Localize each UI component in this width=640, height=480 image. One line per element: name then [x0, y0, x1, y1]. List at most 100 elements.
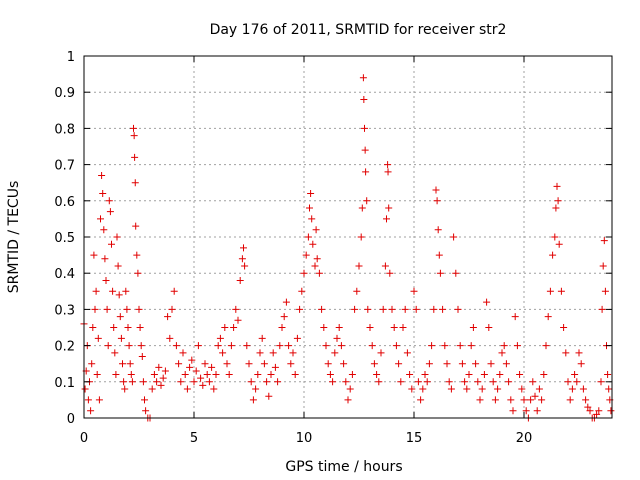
data-point	[584, 403, 592, 411]
data-point	[298, 287, 306, 295]
data-point	[306, 204, 313, 212]
data-point	[84, 396, 92, 404]
data-point	[489, 378, 497, 386]
data-point	[485, 324, 493, 331]
data-point	[360, 95, 368, 103]
data-point	[368, 342, 376, 350]
data-point	[232, 305, 240, 313]
data-point	[375, 378, 383, 386]
data-point	[395, 360, 403, 368]
data-point	[531, 392, 539, 400]
data-point	[546, 287, 554, 295]
data-point	[91, 305, 99, 313]
data-point	[522, 407, 530, 415]
data-point	[491, 396, 499, 404]
data-point	[600, 237, 608, 245]
data-point	[373, 371, 381, 379]
y-tick-label: 0.2	[54, 340, 75, 355]
data-point	[607, 407, 615, 415]
data-point	[518, 385, 526, 393]
data-point	[564, 378, 572, 386]
y-tick-label: 0.7	[54, 159, 75, 174]
data-point	[304, 233, 312, 241]
data-point	[108, 240, 115, 248]
data-point	[249, 396, 257, 404]
data-point	[92, 287, 100, 295]
data-point	[533, 407, 541, 415]
data-point	[560, 324, 568, 331]
data-point	[399, 324, 407, 331]
data-point	[175, 360, 183, 368]
data-point	[289, 349, 297, 357]
data-point	[324, 360, 332, 368]
data-point	[159, 374, 167, 382]
data-point	[461, 378, 469, 386]
data-point	[243, 342, 251, 350]
data-point	[605, 385, 613, 393]
data-point	[113, 233, 121, 241]
data-point	[529, 378, 537, 386]
data-point	[199, 381, 207, 389]
data-point	[385, 204, 393, 212]
data-point	[333, 334, 341, 342]
data-point	[344, 396, 352, 404]
data-point	[161, 367, 169, 375]
data-point	[133, 251, 141, 259]
data-point	[381, 262, 389, 270]
data-point	[337, 342, 345, 350]
data-point	[358, 204, 366, 212]
data-point	[124, 324, 132, 331]
data-point	[412, 305, 420, 313]
data-point	[81, 385, 89, 393]
data-point	[139, 378, 147, 386]
data-point	[502, 360, 510, 368]
data-point	[450, 233, 458, 241]
data-point	[223, 360, 231, 368]
data-point	[463, 385, 471, 393]
data-point	[282, 298, 290, 306]
data-point	[362, 168, 370, 176]
data-point	[181, 371, 189, 379]
data-point	[293, 334, 301, 342]
data-point	[192, 367, 200, 375]
data-point	[445, 378, 453, 386]
data-point	[568, 385, 576, 393]
data-point	[458, 360, 466, 368]
data-point	[296, 305, 304, 313]
data-point	[392, 342, 400, 350]
data-point	[138, 352, 146, 360]
data-point	[419, 385, 427, 393]
data-point	[121, 385, 129, 393]
y-tick-label: 0	[67, 412, 75, 427]
data-point	[433, 197, 441, 205]
chart-title: Day 176 of 2011, SRMTID for receiver str…	[210, 22, 507, 38]
data-point	[571, 371, 579, 379]
data-point	[386, 269, 394, 277]
data-point	[105, 197, 113, 205]
data-point	[335, 324, 343, 331]
data-point	[186, 363, 194, 371]
data-point	[469, 324, 477, 331]
data-point	[197, 374, 205, 382]
data-point	[155, 363, 163, 371]
data-point	[554, 197, 562, 205]
data-point	[123, 305, 131, 313]
data-point	[309, 240, 317, 248]
data-point	[552, 204, 560, 212]
data-point	[342, 378, 350, 386]
data-point	[494, 385, 502, 393]
data-point	[94, 334, 102, 342]
data-point	[520, 396, 528, 404]
data-point	[190, 378, 198, 386]
data-point	[127, 371, 135, 379]
data-point	[348, 371, 356, 379]
y-tick-label: 0.4	[54, 267, 75, 282]
data-point	[247, 378, 255, 386]
data-point	[509, 407, 517, 415]
data-point	[230, 324, 238, 331]
data-point	[214, 342, 222, 350]
data-point	[340, 360, 348, 368]
data-point	[566, 396, 574, 404]
data-point	[265, 392, 273, 400]
